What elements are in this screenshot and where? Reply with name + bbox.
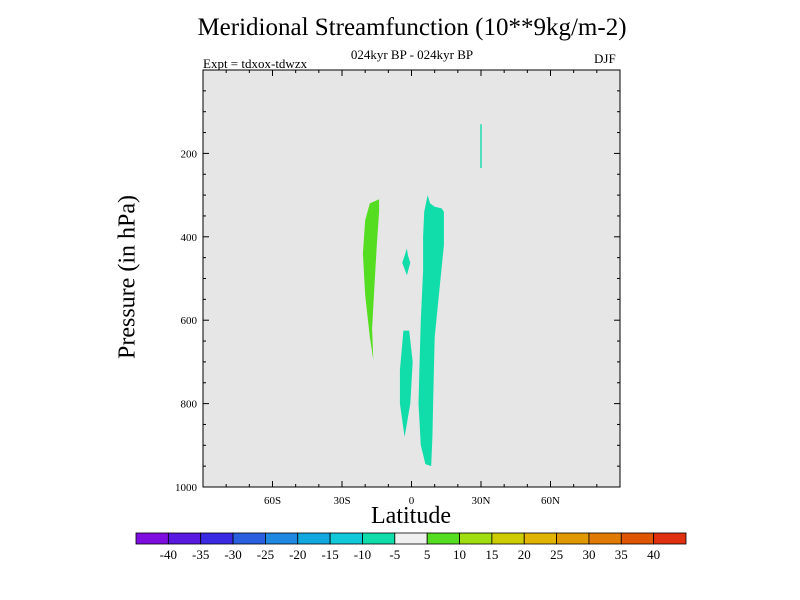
- colorbar-label: 40: [647, 547, 660, 562]
- colorbar-label: 20: [518, 547, 531, 562]
- contour-region-1: [402, 248, 411, 276]
- colorbar-label: -20: [289, 547, 306, 562]
- colorbar-swatch: [362, 532, 396, 545]
- chart-subtitle: 024kyr BP - 024kyr BP: [350, 47, 474, 62]
- colorbar-label: -30: [224, 547, 241, 562]
- plot-frame: [202, 69, 621, 488]
- colorbar-swatch: [394, 532, 428, 545]
- colorbar-label: -5: [389, 547, 400, 562]
- plot-background: [203, 70, 620, 487]
- colorbar-label: 15: [485, 547, 498, 562]
- chart-title: Meridional Streamfunction (10**9kg/m-2): [197, 14, 627, 41]
- colorbar-swatch: [653, 532, 687, 545]
- y-tick-label: 400: [181, 232, 198, 244]
- colorbar-swatch: [200, 532, 234, 545]
- colorbar-swatch: [232, 532, 266, 545]
- y-tick-label: 200: [181, 148, 198, 160]
- axis-ticks: 60S 30S 0 30N 60N 200 400 600 800 1000: [175, 69, 621, 507]
- colorbar-label: 35: [615, 547, 628, 562]
- colorbar-swatch: [523, 532, 557, 545]
- y-tick-label: 600: [181, 315, 198, 327]
- season-label: DJF: [594, 51, 616, 66]
- colorbar-label: 25: [550, 547, 563, 562]
- contour-region-3: [418, 195, 444, 467]
- colorbar-label: -15: [321, 547, 338, 562]
- x-tick-label: 60N: [541, 495, 560, 507]
- x-tick-label: 0: [409, 495, 415, 507]
- colorbar-swatch: [588, 532, 622, 545]
- colorbar-swatch: [620, 532, 655, 545]
- colorbar-label: -10: [354, 547, 371, 562]
- colorbar-label: -35: [192, 547, 209, 562]
- y-tick-label: 800: [181, 399, 198, 411]
- x-tick-label: 30N: [472, 495, 491, 507]
- colorbar-swatch: [167, 532, 202, 545]
- x-tick-label: 60S: [264, 495, 281, 507]
- colorbar-label: 30: [582, 547, 595, 562]
- colorbar-swatch: [459, 532, 493, 545]
- colorbar-swatch: [297, 532, 331, 545]
- colorbar-label: -40: [160, 547, 177, 562]
- contour-region-2: [399, 330, 413, 437]
- colorbar-swatch: [135, 532, 169, 545]
- colorbar-swatch: [491, 532, 525, 545]
- colorbar-swatch: [426, 532, 460, 545]
- contour-regions: [362, 124, 482, 467]
- colorbar-label: -25: [257, 547, 274, 562]
- colorbar-swatch: [265, 532, 299, 545]
- colorbar-swatch: [329, 532, 363, 545]
- colorbar-swatch: [556, 532, 590, 545]
- x-axis-label: Latitude: [371, 503, 451, 529]
- colorbar-label: 5: [424, 547, 431, 562]
- contour-region-0: [362, 199, 380, 360]
- y-tick-label: 1000: [175, 482, 198, 494]
- colorbar-label: 10: [453, 547, 466, 562]
- contour-region-4: [480, 124, 482, 168]
- x-tick-label: 30S: [333, 495, 350, 507]
- experiment-label: Expt = tdxox-tdwzx: [203, 56, 308, 71]
